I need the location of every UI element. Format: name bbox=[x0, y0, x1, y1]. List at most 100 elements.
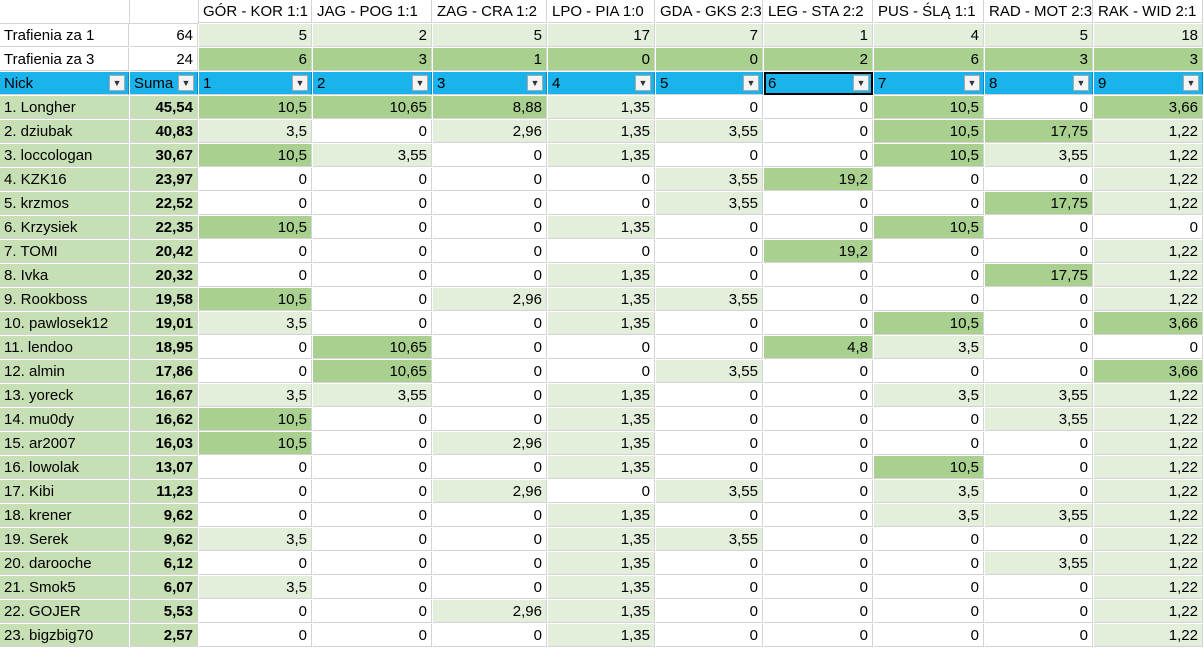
score-cell[interactable]: 0 bbox=[985, 624, 1093, 647]
score-cell[interactable]: 0 bbox=[433, 216, 547, 239]
score-cell[interactable]: 10,5 bbox=[874, 120, 984, 143]
column-header[interactable]: 3 ▼ bbox=[433, 72, 547, 95]
score-cell[interactable]: 0 bbox=[433, 624, 547, 647]
score-cell[interactable]: 0 bbox=[199, 264, 312, 287]
score-cell[interactable]: 3,5 bbox=[199, 384, 312, 407]
score-cell[interactable]: 1,22 bbox=[1094, 552, 1203, 575]
score-cell[interactable]: 3,55 bbox=[656, 192, 763, 215]
score-cell[interactable]: 1,22 bbox=[1094, 624, 1203, 647]
stats-value[interactable]: 1 bbox=[433, 48, 547, 71]
score-cell[interactable]: 10,5 bbox=[199, 288, 312, 311]
score-cell[interactable]: 3,5 bbox=[874, 504, 984, 527]
stats-label[interactable]: Trafienia za 3 bbox=[0, 48, 129, 71]
player-nick[interactable]: 8. Ivka bbox=[0, 264, 129, 287]
column-header[interactable]: 2 ▼ bbox=[313, 72, 432, 95]
score-cell[interactable]: 0 bbox=[433, 336, 547, 359]
score-cell[interactable]: 0 bbox=[764, 432, 873, 455]
score-cell[interactable]: 0 bbox=[985, 600, 1093, 623]
score-cell[interactable]: 1,35 bbox=[548, 600, 655, 623]
score-cell[interactable]: 0 bbox=[985, 96, 1093, 119]
score-cell[interactable]: 10,5 bbox=[874, 216, 984, 239]
player-sum[interactable]: 9,62 bbox=[130, 528, 198, 551]
score-cell[interactable]: 10,5 bbox=[199, 408, 312, 431]
player-sum[interactable]: 9,62 bbox=[130, 504, 198, 527]
score-cell[interactable]: 1,22 bbox=[1094, 432, 1203, 455]
score-cell[interactable]: 0 bbox=[764, 480, 873, 503]
score-cell[interactable]: 0 bbox=[985, 528, 1093, 551]
score-cell[interactable]: 0 bbox=[313, 456, 432, 479]
score-cell[interactable]: 0 bbox=[874, 600, 984, 623]
score-cell[interactable]: 2,96 bbox=[433, 120, 547, 143]
score-cell[interactable]: 1,35 bbox=[548, 312, 655, 335]
player-nick[interactable]: 10. pawlosek12 bbox=[0, 312, 129, 335]
score-cell[interactable]: 0 bbox=[656, 456, 763, 479]
player-nick[interactable]: 21. Smok5 bbox=[0, 576, 129, 599]
score-cell[interactable]: 0 bbox=[764, 312, 873, 335]
blank-cell[interactable] bbox=[130, 0, 199, 24]
score-cell[interactable]: 0 bbox=[874, 432, 984, 455]
match-title[interactable]: JAG - POG 1:1 bbox=[313, 0, 432, 23]
stats-total[interactable]: 24 bbox=[130, 48, 198, 71]
column-header[interactable]: 4 ▼ bbox=[548, 72, 655, 95]
score-cell[interactable]: 1,35 bbox=[548, 624, 655, 647]
score-cell[interactable]: 0 bbox=[313, 288, 432, 311]
player-nick[interactable]: 1. Longher bbox=[0, 96, 129, 119]
player-nick[interactable]: 2. dziubak bbox=[0, 120, 129, 143]
score-cell[interactable]: 10,5 bbox=[199, 96, 312, 119]
score-cell[interactable]: 0 bbox=[985, 216, 1093, 239]
score-cell[interactable]: 0 bbox=[656, 144, 763, 167]
score-cell[interactable]: 0 bbox=[313, 192, 432, 215]
score-cell[interactable]: 0 bbox=[656, 384, 763, 407]
score-cell[interactable]: 1,35 bbox=[548, 528, 655, 551]
score-cell[interactable]: 0 bbox=[656, 504, 763, 527]
dropdown-arrow-icon[interactable]: ▼ bbox=[964, 75, 980, 91]
score-cell[interactable]: 0 bbox=[433, 240, 547, 263]
score-cell[interactable]: 1,35 bbox=[548, 504, 655, 527]
score-cell[interactable]: 19,2 bbox=[764, 168, 873, 191]
score-cell[interactable]: 3,5 bbox=[199, 528, 312, 551]
stats-value[interactable]: 5 bbox=[985, 24, 1093, 47]
score-cell[interactable]: 0 bbox=[433, 312, 547, 335]
match-title[interactable]: LEG - STA 2:2 bbox=[764, 0, 873, 23]
score-cell[interactable]: 10,5 bbox=[874, 96, 984, 119]
score-cell[interactable]: 0 bbox=[433, 384, 547, 407]
score-cell[interactable]: 0 bbox=[433, 504, 547, 527]
score-cell[interactable]: 10,5 bbox=[199, 144, 312, 167]
player-sum[interactable]: 6,12 bbox=[130, 552, 198, 575]
player-sum[interactable]: 6,07 bbox=[130, 576, 198, 599]
score-cell[interactable]: 0 bbox=[985, 576, 1093, 599]
score-cell[interactable]: 0 bbox=[433, 360, 547, 383]
score-cell[interactable]: 0 bbox=[313, 240, 432, 263]
player-nick[interactable]: 9. Rookboss bbox=[0, 288, 129, 311]
score-cell[interactable]: 0 bbox=[764, 576, 873, 599]
score-cell[interactable]: 10,5 bbox=[874, 456, 984, 479]
score-cell[interactable]: 1,22 bbox=[1094, 120, 1203, 143]
score-cell[interactable]: 0 bbox=[764, 456, 873, 479]
player-nick[interactable]: 7. TOMI bbox=[0, 240, 129, 263]
score-cell[interactable]: 0 bbox=[764, 216, 873, 239]
column-header[interactable]: 1 ▼ bbox=[199, 72, 312, 95]
player-nick[interactable]: 15. ar2007 bbox=[0, 432, 129, 455]
score-cell[interactable]: 3,5 bbox=[874, 384, 984, 407]
score-cell[interactable]: 10,5 bbox=[199, 432, 312, 455]
stats-value[interactable]: 0 bbox=[656, 48, 763, 71]
score-cell[interactable]: 0 bbox=[548, 360, 655, 383]
score-cell[interactable]: 0 bbox=[985, 360, 1093, 383]
score-cell[interactable]: 3,5 bbox=[874, 480, 984, 503]
player-nick[interactable]: 22. GOJER bbox=[0, 600, 129, 623]
score-cell[interactable]: 3,55 bbox=[656, 120, 763, 143]
score-cell[interactable]: 10,65 bbox=[313, 96, 432, 119]
player-nick[interactable]: 5. krzmos bbox=[0, 192, 129, 215]
score-cell[interactable]: 0 bbox=[764, 624, 873, 647]
score-cell[interactable]: 1,22 bbox=[1094, 600, 1203, 623]
column-header[interactable]: Suma ▼ bbox=[130, 72, 198, 95]
score-cell[interactable]: 3,55 bbox=[985, 144, 1093, 167]
score-cell[interactable]: 0 bbox=[874, 168, 984, 191]
score-cell[interactable]: 0 bbox=[433, 408, 547, 431]
match-title[interactable]: GDA - GKS 2:3 bbox=[656, 0, 763, 23]
score-cell[interactable]: 0 bbox=[199, 480, 312, 503]
player-sum[interactable]: 11,23 bbox=[130, 480, 198, 503]
player-sum[interactable]: 18,95 bbox=[130, 336, 198, 359]
dropdown-arrow-icon[interactable]: ▼ bbox=[1183, 75, 1199, 91]
score-cell[interactable]: 0 bbox=[874, 288, 984, 311]
